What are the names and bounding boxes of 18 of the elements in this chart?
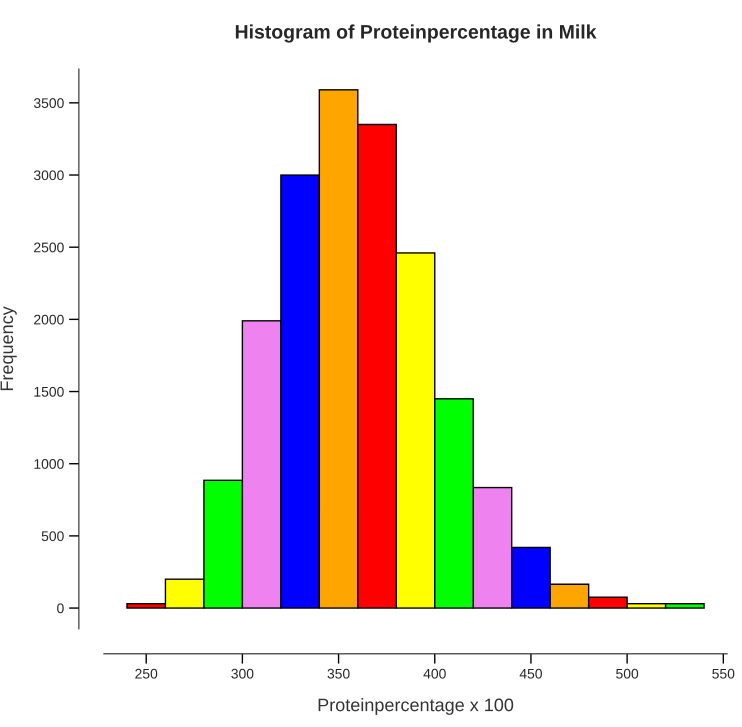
y-tick-label: 3500 <box>34 98 64 108</box>
x-tick-label: 500 <box>616 668 638 679</box>
y-tick-label: 1000 <box>34 459 64 469</box>
x-axis-title: Proteinpercentage x 100 <box>318 698 514 715</box>
y-tick-label: 2500 <box>34 242 64 252</box>
x-tick-label: 250 <box>135 668 158 679</box>
y-tick-label: 0 <box>57 603 64 614</box>
chart-title: Histogram of Proteinpercentage in Milk <box>236 24 597 43</box>
x-tick-label: 450 <box>520 668 542 679</box>
y-tick-label: 2000 <box>34 314 64 325</box>
y-tick-label: 3000 <box>34 170 64 180</box>
x-tick-label: 350 <box>328 668 350 679</box>
y-axis-title: Frequency <box>0 306 17 390</box>
x-tick-label: 550 <box>712 668 734 679</box>
x-tick-label: 400 <box>423 668 446 679</box>
x-tick-label: 300 <box>231 668 254 679</box>
y-tick-label: 1500 <box>34 386 64 397</box>
y-tick-label: 500 <box>42 531 64 542</box>
